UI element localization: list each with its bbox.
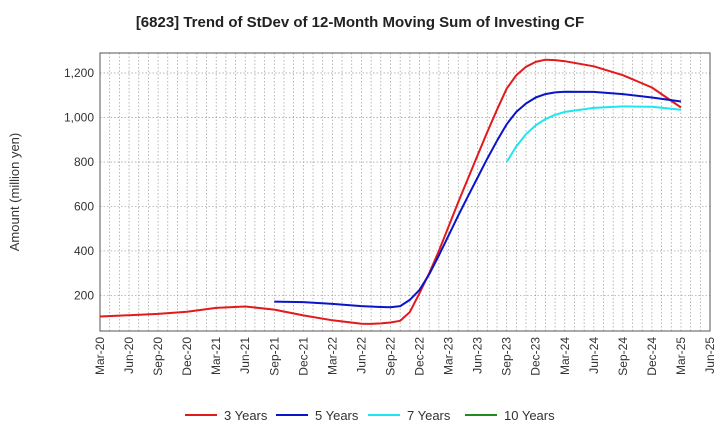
x-tick-label: Jun-22 (354, 337, 368, 374)
y-axis-label: Amount (million yen) (7, 133, 22, 252)
x-tick-label: Dec-22 (413, 337, 427, 376)
x-tick-label: Jun-21 (238, 337, 252, 374)
x-tick-label: Jun-23 (471, 337, 485, 374)
plot-frame (99, 52, 711, 332)
y-tick-label: 400 (74, 244, 94, 258)
x-tick-label: Jun-25 (703, 337, 717, 374)
x-tick-label: Sep-21 (267, 337, 281, 376)
y-tick-label: 1,000 (64, 110, 94, 124)
legend-label: 10 Years (504, 408, 555, 423)
series-line-7-years (505, 105, 682, 163)
x-tick-label: Sep-22 (383, 337, 397, 376)
x-tick-label: Jun-24 (587, 337, 601, 374)
x-tick-label: Mar-23 (442, 337, 456, 375)
x-tick-label: Mar-22 (325, 337, 339, 375)
series-line-5-years (274, 90, 682, 309)
x-tick-label: Sep-20 (151, 337, 165, 376)
y-tick-label: 200 (74, 288, 94, 302)
chart-title: [6823] Trend of StDev of 12-Month Moving… (135, 14, 585, 31)
series-line-3-years (99, 58, 682, 325)
y-axis-ticks: 200 400 600 800 1,000 1,200 (64, 66, 94, 302)
gridlines (99, 53, 711, 331)
y-tick-label: 600 (74, 199, 94, 213)
x-tick-label: Dec-24 (645, 337, 659, 376)
x-tick-label: Sep-24 (616, 337, 630, 376)
legend: 3 Years 5 Years 7 Years 10 Years (185, 408, 555, 423)
x-tick-label: Dec-23 (529, 337, 543, 376)
x-tick-label: Dec-20 (180, 337, 194, 376)
x-tick-label: Mar-21 (209, 337, 223, 375)
x-tick-label: Mar-24 (558, 337, 572, 375)
legend-label: 3 Years (224, 408, 268, 423)
x-tick-label: Mar-20 (93, 337, 107, 375)
legend-label: 7 Years (407, 408, 451, 423)
x-tick-label: Mar-25 (674, 337, 688, 375)
series-lines (99, 58, 682, 325)
x-tick-label: Dec-21 (296, 337, 310, 376)
x-tick-label: Jun-20 (122, 337, 136, 374)
legend-label: 5 Years (315, 408, 359, 423)
x-tick-label: Sep-23 (500, 337, 514, 376)
y-tick-label: 800 (74, 155, 94, 169)
y-tick-label: 1,200 (64, 66, 94, 80)
x-axis-ticks: Mar-20 Jun-20 Sep-20 Dec-20 Mar-21 Jun-21 Sep-… (93, 337, 717, 376)
